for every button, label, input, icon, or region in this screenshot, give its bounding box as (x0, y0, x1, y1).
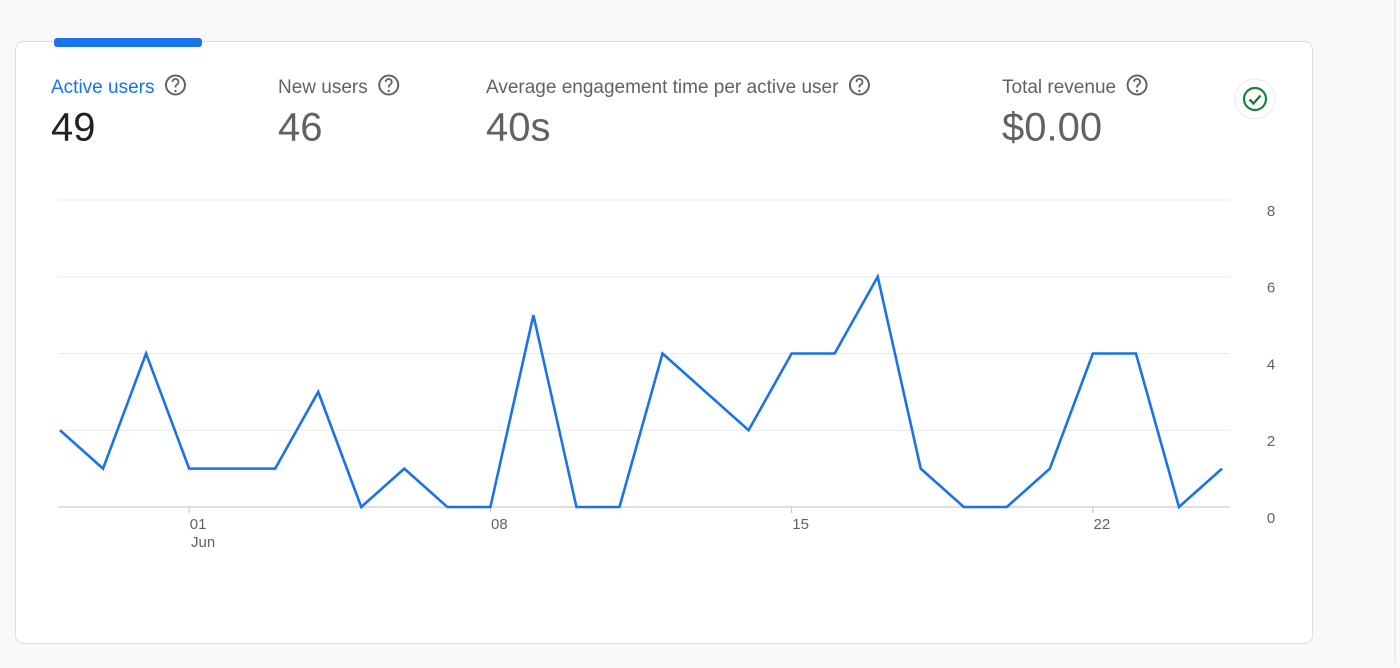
y-tick-label: 8 (1267, 203, 1275, 220)
help-icon-dot (1135, 89, 1139, 93)
metric-label: New users (278, 77, 368, 98)
help-icon (164, 74, 186, 96)
y-tick-label: 4 (1267, 356, 1275, 373)
help-icon-dot (387, 89, 390, 93)
x-tick-sublabel: Jun (191, 534, 215, 551)
metric-value: 40s (486, 106, 551, 150)
x-tick-label: 08 (491, 516, 508, 533)
metric-label: Total revenue (1002, 77, 1116, 98)
help-icon-dot (858, 89, 861, 93)
card (15, 41, 1313, 644)
help-icon-mark (855, 78, 864, 88)
help-icon-mark (384, 78, 393, 88)
help-icon-mark (171, 78, 180, 88)
status-icon (1234, 78, 1276, 120)
y-tick-label: 6 (1267, 280, 1275, 297)
y-tick-label: 0 (1267, 510, 1275, 527)
help-icon (848, 74, 870, 96)
metric-tab[interactable]: Average engagement time per active user 4… (486, 74, 870, 150)
x-tick-label: 22 (1094, 516, 1111, 533)
help-icon (1126, 74, 1148, 96)
y-tick-label: 2 (1267, 433, 1275, 450)
metric-tab[interactable]: Total revenue $0.00 (1002, 74, 1148, 150)
metric-label: Average engagement time per active user (486, 77, 839, 98)
metric-tab[interactable]: New users 46 (278, 74, 400, 150)
help-icon-mark (1133, 78, 1141, 88)
x-tick-label: 01 (190, 516, 207, 533)
x-tick-label: 15 (792, 516, 809, 533)
help-icon (378, 74, 400, 96)
metric-value: 49 (51, 106, 96, 150)
metric-value: $0.00 (1002, 106, 1102, 150)
metric-tab[interactable]: Active users 49 (51, 74, 186, 150)
metric-value: 46 (278, 106, 323, 150)
metric-label: Active users (51, 77, 154, 98)
help-icon-dot (174, 89, 177, 93)
active-tab-indicator (54, 38, 202, 47)
data-line (59, 273, 1223, 510)
